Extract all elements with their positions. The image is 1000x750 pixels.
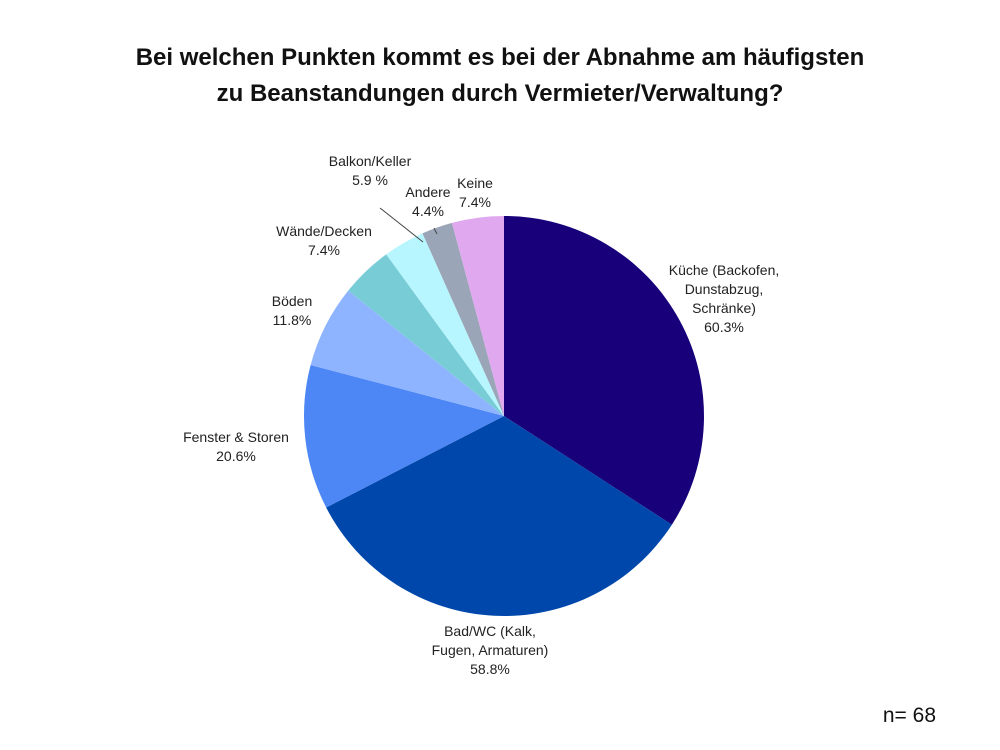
slice-label-7: Keine 7.4% — [457, 175, 493, 210]
slice-label-3: Böden 11.8% — [272, 293, 312, 328]
slice-value-label: 11.8% — [273, 312, 312, 328]
slice-name-label: Fenster & Storen — [183, 429, 289, 445]
chart-title-line-2: zu Beanstandungen durch Vermieter/Verwal… — [216, 80, 784, 107]
slice-name-label: Balkon/Keller — [329, 153, 412, 169]
slice-name-label: Bad/WC (Kalk, — [444, 623, 536, 639]
pie-slice-3 — [310, 290, 504, 416]
slice-value-label: 20.6% — [216, 448, 256, 464]
sample-size: n= 68 — [882, 704, 936, 727]
slice-name-label: Fugen, Armaturen) — [432, 642, 549, 658]
slice-value-label: 7.4% — [459, 194, 491, 210]
slice-name-label: Dunstabzug, — [685, 281, 764, 297]
pie-slice-1 — [326, 416, 672, 616]
slice-value-label: 60.3% — [704, 319, 744, 335]
pie-slice-4 — [348, 254, 504, 416]
chart-title-line-1: Bei welchen Punkten kommt es bei der Abn… — [135, 44, 865, 71]
pie-slice-6 — [422, 222, 504, 416]
slice-name-label: Schränke) — [692, 300, 756, 316]
pie-slice-7 — [451, 215, 504, 416]
leader-line-6 — [433, 227, 438, 235]
slice-name-label: Wände/Decken — [276, 223, 372, 239]
pie-slice-2 — [304, 364, 504, 508]
pie-slice-5 — [386, 233, 504, 416]
slice-value-label: 58.8% — [470, 661, 510, 677]
slice-label-4: Wände/Decken 7.4% — [276, 223, 372, 258]
slice-name-label: Küche (Backofen, — [669, 262, 780, 278]
slice-value-label: 5.9 % — [352, 172, 388, 188]
slice-label-5: Balkon/Keller 5.9 % — [329, 153, 412, 188]
slice-name-label: Böden — [272, 293, 312, 309]
leader-line-5 — [379, 207, 424, 243]
slice-label-1: Bad/WC (Kalk, Fugen, Armaturen) 58.8% — [432, 623, 549, 677]
slice-name-label: Andere — [405, 184, 450, 200]
slice-value-label: 7.4% — [308, 242, 340, 258]
slice-value-label: 4.4% — [412, 203, 444, 219]
slice-label-6: Andere 4.4% — [405, 184, 450, 219]
slice-name-label: Keine — [457, 175, 493, 191]
slice-label-2: Fenster & Storen 20.6% — [183, 429, 289, 464]
chart-title: Bei welchen Punkten kommt es bei der Abn… — [0, 40, 1000, 112]
slice-label-0: Küche (Backofen, Dunstabzug, Schränke) 60.3… — [669, 262, 780, 335]
pie-slice-0 — [504, 216, 704, 525]
